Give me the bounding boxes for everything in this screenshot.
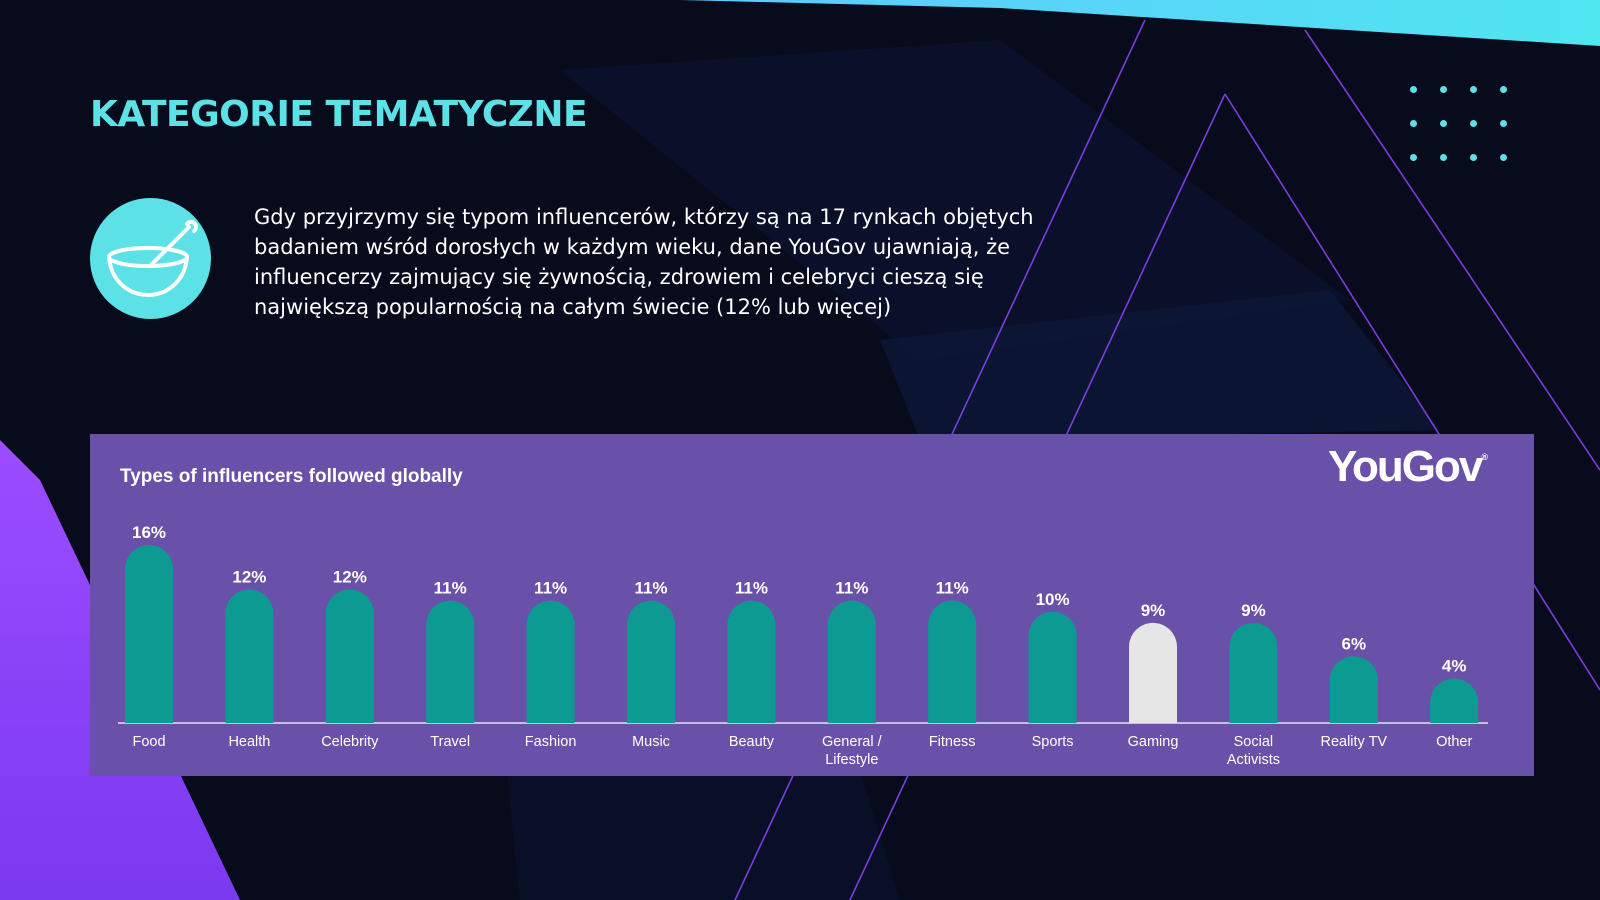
decor-dot xyxy=(1470,154,1477,161)
category-label: Beauty xyxy=(729,734,775,750)
category-label: Fashion xyxy=(525,734,577,750)
decor-dot xyxy=(1440,86,1447,93)
decor-dot xyxy=(1410,120,1417,127)
category-label: Health xyxy=(228,734,270,750)
dot-grid-decoration xyxy=(1410,86,1510,168)
page-heading: KATEGORIE TEMATYCZNE xyxy=(90,94,588,135)
data-label: 11% xyxy=(534,579,567,598)
registered-mark: ® xyxy=(1481,452,1488,462)
decor-dot xyxy=(1440,154,1447,161)
decor-dot xyxy=(1500,120,1507,127)
yougov-logo-text: YouGov xyxy=(1327,442,1483,491)
decor-dot xyxy=(1410,154,1417,161)
bar xyxy=(526,600,575,723)
top-accent-bar xyxy=(680,0,1600,46)
bar xyxy=(225,589,274,723)
data-label: 10% xyxy=(1036,590,1070,609)
data-label: 11% xyxy=(735,579,768,598)
chart-title: Types of influencers followed globally xyxy=(120,466,463,487)
decor-dot xyxy=(1440,120,1447,127)
data-label: 6% xyxy=(1342,634,1367,653)
bar xyxy=(426,600,475,723)
bar xyxy=(1430,678,1479,723)
decor-dot xyxy=(1470,86,1477,93)
chart-panel: Types of influencers followed globally Y… xyxy=(90,434,1534,776)
category-label: Music xyxy=(632,734,670,750)
data-label: 11% xyxy=(936,579,969,598)
bar xyxy=(1229,622,1278,723)
bar-chart: 16% Food 12% Health 12% Celebrity 11% Travel 11%… xyxy=(118,523,1488,768)
data-label: 9% xyxy=(1241,601,1266,620)
decorative-line xyxy=(1224,93,1600,691)
bar xyxy=(125,545,173,723)
category-label: Food xyxy=(132,734,165,750)
decorative-line xyxy=(1304,29,1600,471)
yougov-logo: YouGov® xyxy=(1328,442,1488,492)
bar xyxy=(1028,611,1077,723)
decor-dot xyxy=(1500,86,1507,93)
category-label: Gaming xyxy=(1128,734,1179,750)
bowl-and-spoon-icon xyxy=(90,198,211,319)
decor-dot xyxy=(1470,120,1477,127)
bar xyxy=(727,600,776,723)
data-label: 12% xyxy=(333,568,367,587)
data-label: 16% xyxy=(132,523,166,542)
data-label: 11% xyxy=(835,579,868,598)
category-label: Other xyxy=(1436,734,1472,750)
category-label: Social Activists xyxy=(1227,734,1280,768)
category-label: Celebrity xyxy=(321,734,379,750)
data-label: 11% xyxy=(434,579,467,598)
data-label: 12% xyxy=(232,568,266,587)
decor-dot xyxy=(1500,154,1507,161)
background-panel-shape xyxy=(880,290,1440,440)
bar xyxy=(928,600,977,723)
data-label: 9% xyxy=(1141,601,1166,620)
data-label: 4% xyxy=(1442,657,1467,676)
category-label: Fitness xyxy=(929,734,976,750)
category-label: Reality TV xyxy=(1320,734,1387,750)
category-label: General / Lifestyle xyxy=(822,734,883,768)
decor-dot xyxy=(1410,86,1417,93)
bar xyxy=(1329,656,1378,723)
intro-paragraph: Gdy przyjrzymy się typom influencerów, k… xyxy=(254,205,1034,319)
category-label: Sports xyxy=(1032,734,1074,750)
bar xyxy=(827,600,876,723)
data-label: 11% xyxy=(634,579,667,598)
background-panel-shape xyxy=(560,40,1350,360)
bar xyxy=(1129,622,1177,723)
bar xyxy=(325,589,374,723)
bar xyxy=(627,600,675,723)
category-label: Travel xyxy=(430,734,470,750)
